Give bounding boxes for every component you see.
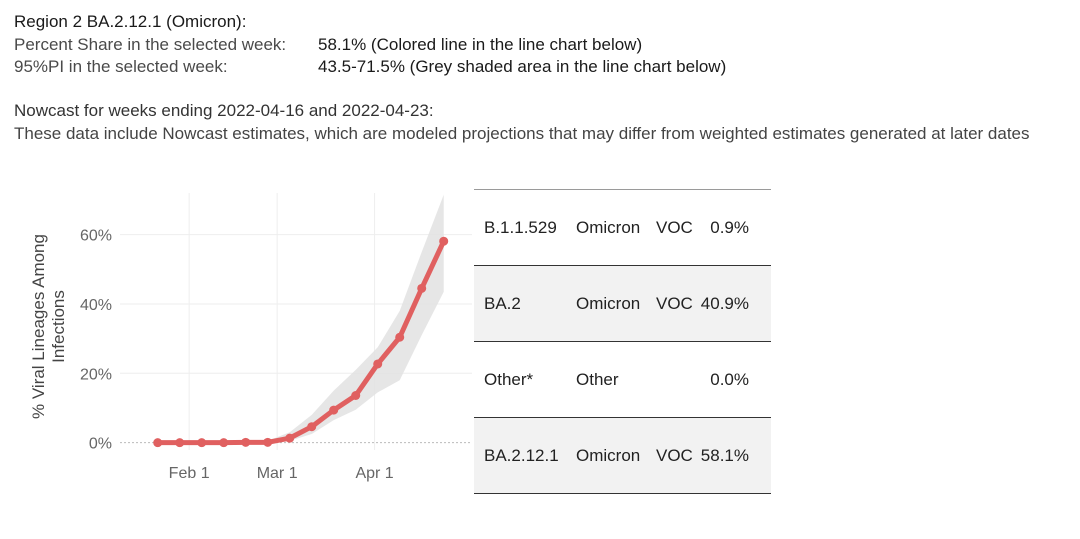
percent-share-value: 58.1% (Colored line in the line chart be… bbox=[318, 34, 643, 54]
type-cell: VOC bbox=[656, 446, 693, 465]
x-tick-label: Apr 1 bbox=[355, 465, 393, 482]
lineage-line-chart: 0% 20% 40% 60% Feb 1 Mar 1 Apr 1 % Viral Lineag… bbox=[29, 193, 472, 482]
y-axis-label: % Viral Lineages AmongInfections bbox=[29, 234, 68, 419]
who-label-cell: Omicron bbox=[576, 446, 641, 465]
data-point bbox=[197, 438, 207, 448]
who-label-cell: Other bbox=[576, 370, 619, 389]
data-point bbox=[373, 359, 383, 369]
nowcast-heading: Nowcast for weeks ending 2022-04-16 and … bbox=[14, 101, 434, 120]
data-point bbox=[307, 422, 317, 432]
x-tick-label: Mar 1 bbox=[257, 465, 298, 482]
table-row: B.1.1.529 Omicron VOC 0.9% bbox=[474, 189, 771, 266]
who-label-cell: Omicron bbox=[576, 218, 641, 237]
lineage-cell: BA.2.12.1 bbox=[484, 446, 559, 465]
nowcast-block: Nowcast for weeks ending 2022-04-16 and … bbox=[14, 100, 1074, 145]
pi-label: 95%PI in the selected week: bbox=[14, 57, 228, 76]
table-row: BA.2.12.1 Omicron VOC 58.1% bbox=[474, 418, 771, 494]
lineage-cell: BA.2 bbox=[484, 294, 521, 313]
y-tick-label: 40% bbox=[80, 297, 112, 314]
data-point bbox=[329, 405, 339, 415]
table-row: BA.2 Omicron VOC 40.9% bbox=[474, 266, 771, 342]
type-cell: VOC bbox=[656, 218, 693, 237]
pi-value: 43.5-71.5% (Grey shaded area in the line… bbox=[318, 57, 727, 76]
summary-block: Region 2 BA.2.12.1 (Omicron): Percent Sh… bbox=[14, 11, 726, 79]
table-row: Other* Other 0.0% bbox=[474, 342, 771, 418]
data-point bbox=[439, 236, 449, 246]
prediction-interval-band bbox=[157, 194, 444, 443]
y-tick-label: 60% bbox=[80, 228, 112, 245]
lineage-table: B.1.1.529 Omicron VOC 0.9% BA.2 Omicron … bbox=[474, 189, 771, 494]
y-tick-label: 0% bbox=[89, 436, 112, 453]
nowcast-note: These data include Nowcast estimates, wh… bbox=[14, 123, 1030, 143]
data-point bbox=[417, 283, 427, 293]
data-point bbox=[175, 438, 185, 448]
lineage-cell: Other* bbox=[484, 370, 534, 389]
data-point bbox=[285, 433, 295, 443]
share-cell: 0.9% bbox=[710, 218, 749, 237]
data-point bbox=[219, 438, 229, 448]
data-point bbox=[241, 437, 251, 447]
percent-share-label: Percent Share in the selected week: bbox=[14, 34, 287, 54]
y-tick-label: 20% bbox=[80, 366, 112, 383]
data-point bbox=[263, 437, 273, 447]
lineage-cell: B.1.1.529 bbox=[484, 218, 557, 237]
share-cell: 40.9% bbox=[700, 294, 749, 313]
data-point bbox=[351, 391, 361, 401]
x-tick-label: Feb 1 bbox=[169, 465, 210, 482]
who-label-cell: Omicron bbox=[576, 294, 641, 313]
region-lineage-title: Region 2 BA.2.12.1 (Omicron): bbox=[14, 12, 247, 31]
share-cell: 58.1% bbox=[700, 446, 749, 465]
type-cell: VOC bbox=[656, 294, 693, 313]
data-point bbox=[395, 332, 405, 342]
data-point bbox=[153, 438, 163, 448]
share-cell: 0.0% bbox=[710, 370, 749, 389]
